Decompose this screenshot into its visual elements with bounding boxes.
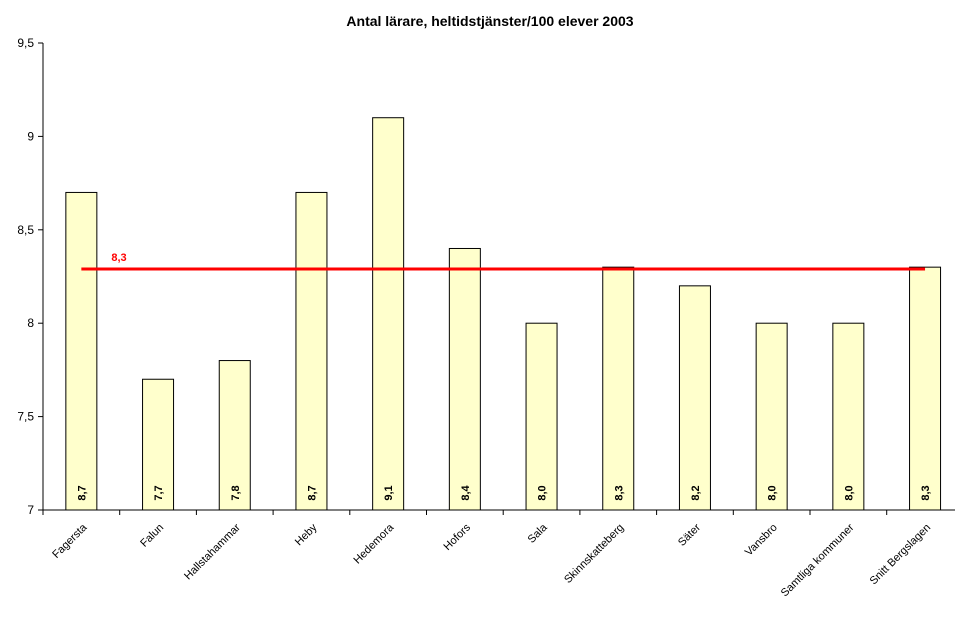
y-tick-label: 9: [27, 129, 34, 143]
x-category-label: Skinnskatteberg: [562, 522, 626, 586]
y-tick-label: 7: [27, 503, 34, 517]
bar-data-label: 8,0: [843, 485, 855, 500]
bar: [909, 266, 942, 511]
x-category-label: Hedemora: [351, 521, 396, 566]
bar-data-label: 7,8: [230, 485, 242, 500]
bar: [295, 191, 328, 511]
x-axis: Fagersta Falun Hallstahammar Heby Hedemora Ho…: [42, 509, 955, 599]
bar: [448, 247, 481, 511]
bar: [525, 322, 558, 511]
x-category-label: Hofors: [442, 521, 474, 553]
x-category-label: Fagersta: [50, 521, 90, 561]
bar: [602, 266, 635, 511]
y-axis: 7 7,5 8 8,5 9 9,5: [17, 36, 44, 517]
bar-data-label: 7,7: [153, 485, 165, 500]
x-category-label: Snitt Bergslagen: [868, 522, 934, 588]
bar-data-label: 8,7: [76, 485, 88, 500]
bar-data-label: 8,4: [460, 484, 472, 500]
bar: [218, 360, 251, 511]
bar-data-label: 8,3: [613, 485, 625, 500]
y-tick-label: 8: [27, 316, 34, 330]
bar: [65, 191, 98, 511]
bar: [832, 322, 865, 511]
bar-data-label: 8,7: [306, 485, 318, 500]
bar-data-label: 8,0: [767, 485, 779, 500]
chart-title: Antal lärare, heltidstjänster/100 elever…: [346, 13, 633, 29]
reference-line-label: 8,3: [111, 252, 126, 264]
y-tick-label: 8,5: [17, 223, 34, 237]
bars-group: 8,7 7,7 7,8 8,7 9,1 8,4 8,0 8,3 8,2 8,0 8,0 8,3: [65, 117, 942, 511]
x-category-label: Vansbro: [743, 522, 780, 559]
x-category-label: Hallstahammar: [182, 521, 243, 582]
bar: [678, 285, 711, 511]
y-tick-label: 9,5: [17, 36, 34, 50]
x-category-label: Säter: [676, 521, 703, 548]
bar-data-label: 8,0: [537, 485, 549, 500]
bar-data-label: 8,2: [690, 485, 702, 500]
x-category-label: Sala: [526, 521, 551, 546]
x-category-label: Heby: [293, 521, 320, 548]
bar-data-label: 8,3: [920, 485, 932, 500]
bar: [372, 117, 405, 511]
bar-data-label: 9,1: [383, 485, 395, 500]
y-tick-label: 7,5: [17, 410, 34, 424]
x-category-label: Falun: [138, 522, 166, 550]
reference-line-group: 8,3: [81, 252, 926, 271]
bar: [755, 322, 788, 511]
x-category-label: Samtliga kommuner: [779, 521, 857, 599]
